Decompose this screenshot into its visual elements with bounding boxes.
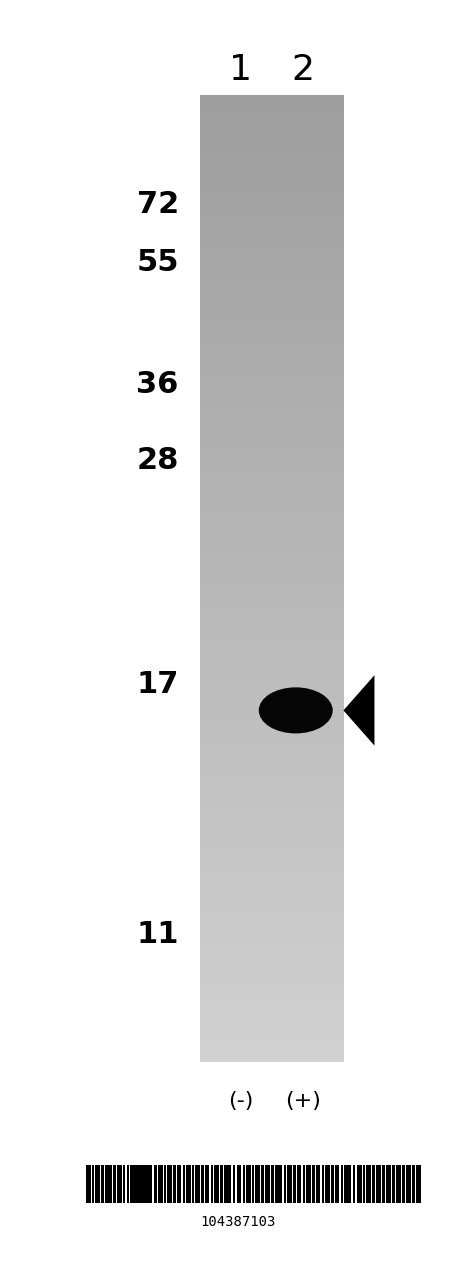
Bar [261, 1165, 263, 1203]
Bar [392, 1165, 394, 1203]
Bar [164, 1165, 166, 1203]
Bar [182, 1165, 185, 1203]
Bar [176, 1165, 181, 1203]
Bar [246, 1165, 250, 1203]
Bar [117, 1165, 121, 1203]
Text: 28: 28 [136, 447, 178, 475]
Bar [340, 1165, 342, 1203]
Bar [233, 1165, 235, 1203]
Bar [210, 1165, 213, 1203]
Text: 11: 11 [136, 920, 178, 948]
Bar [154, 1165, 156, 1203]
Text: 72: 72 [136, 191, 178, 219]
Bar [236, 1165, 241, 1203]
Bar [173, 1165, 175, 1203]
Bar [104, 1165, 111, 1203]
Bar [296, 1165, 301, 1203]
Bar [325, 1165, 329, 1203]
Bar [126, 1165, 129, 1203]
Bar [122, 1165, 125, 1203]
Bar [406, 1165, 410, 1203]
Bar [113, 1165, 115, 1203]
Bar [130, 1165, 151, 1203]
Ellipse shape [258, 687, 332, 733]
Bar [220, 1165, 222, 1203]
Text: (-): (-) [228, 1091, 253, 1111]
Bar [186, 1165, 190, 1203]
Bar [95, 1165, 99, 1203]
Bar [376, 1165, 380, 1203]
Bar [201, 1165, 203, 1203]
Bar [167, 1165, 172, 1203]
Bar [356, 1165, 361, 1203]
Bar [334, 1165, 338, 1203]
Bar [362, 1165, 365, 1203]
Bar [86, 1165, 90, 1203]
Bar [265, 1165, 269, 1203]
Polygon shape [343, 676, 374, 745]
Bar [270, 1165, 273, 1203]
Text: 55: 55 [136, 248, 178, 276]
Bar [158, 1165, 162, 1203]
Bar [255, 1165, 259, 1203]
Bar [302, 1165, 304, 1203]
Bar [321, 1165, 323, 1203]
Bar [312, 1165, 314, 1203]
Bar [192, 1165, 194, 1203]
Bar [252, 1165, 254, 1203]
Bar [352, 1165, 355, 1203]
Bar [412, 1165, 414, 1203]
Bar [204, 1165, 209, 1203]
Bar [242, 1165, 245, 1203]
Bar [223, 1165, 230, 1203]
Text: 36: 36 [136, 370, 178, 398]
Text: 17: 17 [136, 671, 178, 699]
Bar [214, 1165, 218, 1203]
Bar [306, 1165, 310, 1203]
Bar [274, 1165, 281, 1203]
Bar [366, 1165, 370, 1203]
Bar [195, 1165, 199, 1203]
Text: 1: 1 [229, 54, 252, 87]
Text: 104387103: 104387103 [200, 1216, 276, 1229]
Bar [386, 1165, 390, 1203]
Text: (+): (+) [284, 1091, 320, 1111]
Bar [344, 1165, 350, 1203]
Bar [315, 1165, 319, 1203]
Bar [330, 1165, 333, 1203]
Bar [416, 1165, 420, 1203]
Bar [283, 1165, 286, 1203]
Bar [101, 1165, 103, 1203]
Bar [396, 1165, 400, 1203]
Bar [92, 1165, 94, 1203]
Bar [402, 1165, 404, 1203]
Text: 2: 2 [291, 54, 314, 87]
Bar [372, 1165, 374, 1203]
Bar [293, 1165, 295, 1203]
Bar [287, 1165, 291, 1203]
Bar [382, 1165, 384, 1203]
